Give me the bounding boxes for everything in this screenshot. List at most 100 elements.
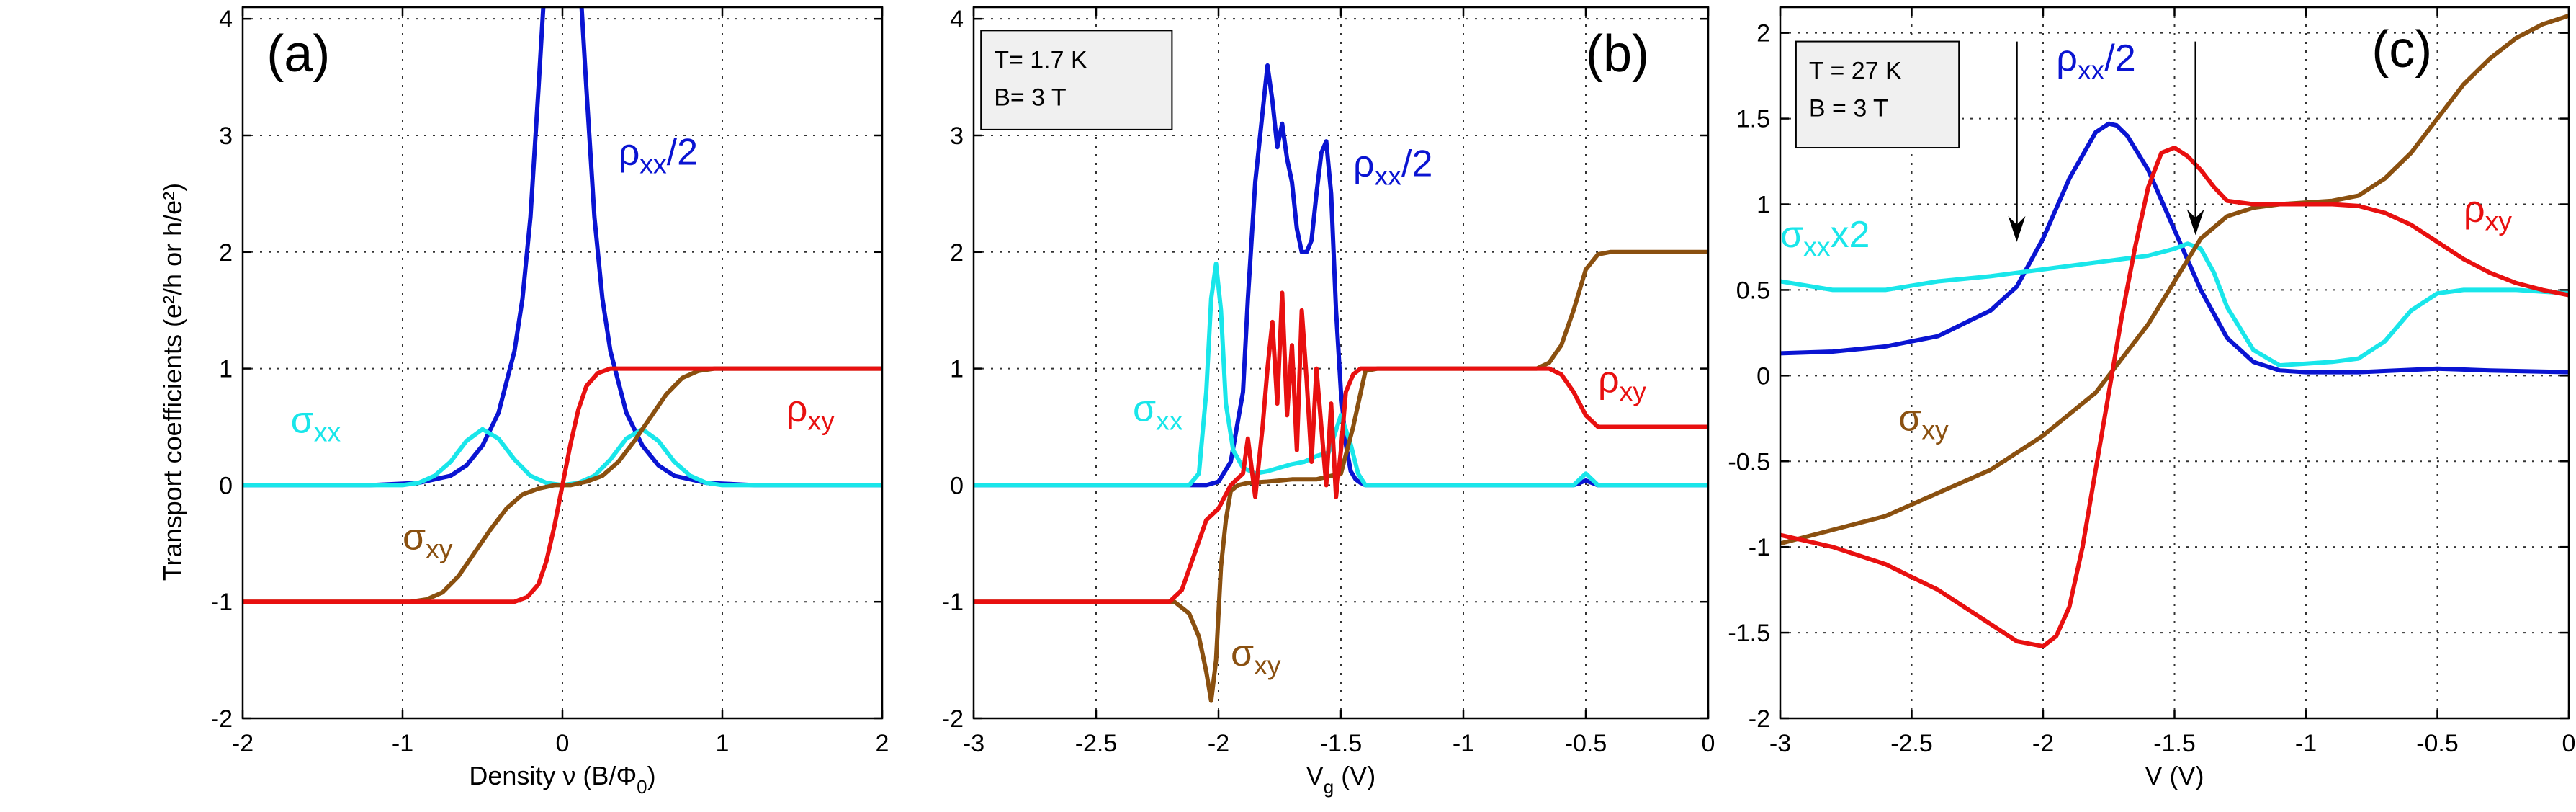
series-label-sigma_xy-sub: xy bbox=[1254, 650, 1281, 680]
y-tick-label: 0 bbox=[950, 472, 964, 499]
annotation-line: T = 27 K bbox=[1809, 58, 1902, 85]
x-tick-label: -1 bbox=[392, 730, 413, 757]
series-label-rho_xx/2-main: ρ bbox=[2056, 37, 2078, 79]
series-label-rho_xy: ρxy bbox=[1598, 359, 1646, 406]
y-tick-label: 0 bbox=[219, 472, 233, 499]
x-tick-label: 1 bbox=[716, 730, 730, 757]
series-label-sigma_xx: σxx bbox=[291, 400, 341, 447]
y-tick-label: -1 bbox=[942, 589, 964, 616]
series-line-rho_xx/2 bbox=[1780, 121, 2569, 375]
series-label-sigma_xy-main: σ bbox=[1898, 397, 1921, 439]
series-label-rho_xy: ρxy bbox=[2464, 188, 2512, 236]
x-tick-label: -2 bbox=[2032, 730, 2054, 757]
series-label-sigma_xy: σxy bbox=[403, 516, 453, 563]
y-axis-label: Transport coefficients (e²/h or h/e²) bbox=[158, 183, 187, 581]
annotation-line: T= 1.7 K bbox=[994, 46, 1087, 73]
series-label-sigma_xx-main: σ bbox=[291, 400, 314, 442]
y-tick-label: -2 bbox=[211, 705, 233, 733]
y-tick-label: 1.5 bbox=[1736, 106, 1770, 133]
axes-frame bbox=[972, 6, 1710, 720]
y-tick-label: 3 bbox=[950, 122, 964, 150]
series-label-sigma_xx-main: σ bbox=[1133, 388, 1156, 429]
x-axis-label-end: ) bbox=[647, 761, 656, 790]
series-label-sigma_xx: σxx bbox=[1133, 388, 1183, 435]
annotation-box bbox=[1795, 40, 1960, 149]
series-label-sigma_xy: σxy bbox=[1231, 633, 1281, 680]
x-axis-label-main: V (V) bbox=[2145, 761, 2204, 790]
series-label-rho_xx/2-main: ρ bbox=[619, 131, 640, 173]
y-tick-label: 1 bbox=[1756, 192, 1770, 219]
y-tick-label: 4 bbox=[219, 6, 233, 33]
x-tick-label: 0 bbox=[556, 730, 570, 757]
series-group bbox=[974, 63, 1708, 703]
series-label-rho_xy-sub: xy bbox=[2485, 205, 2513, 236]
y-tick-label: -0.5 bbox=[1728, 448, 1770, 476]
y-tick-label: 3 bbox=[219, 122, 233, 150]
series-label-rho_xx/2-end: /2 bbox=[667, 131, 698, 173]
series-line-rho_xy bbox=[243, 366, 882, 604]
arrow-head bbox=[2008, 215, 2026, 242]
y-tick-label: 2 bbox=[950, 239, 964, 267]
x-tick-label: -2 bbox=[1208, 730, 1229, 757]
series-label-sigma_xxx2-sub: xx bbox=[1803, 231, 1831, 262]
x-axis-label: Density ν (B/Φ0) bbox=[469, 761, 655, 798]
series-group bbox=[1780, 13, 2569, 649]
y-tick-label: 2 bbox=[219, 239, 233, 267]
series-label-rho_xx/2: ρxx/2 bbox=[2056, 37, 2135, 85]
x-tick-label: 0 bbox=[2562, 730, 2576, 757]
series-label-sigma_xy-sub: xy bbox=[1921, 414, 1949, 445]
series-label-sigma_xx-sub: xx bbox=[314, 417, 341, 447]
x-axis-label-main: Density ν (B/Φ bbox=[469, 761, 637, 790]
series-label-rho_xx/2-end: /2 bbox=[1401, 143, 1432, 185]
annotation-line: B = 3 T bbox=[1809, 95, 1888, 122]
x-axis-label-sub: g bbox=[1324, 777, 1334, 798]
series-label-sigma_xy-main: σ bbox=[1231, 633, 1254, 674]
y-tick-label: 2 bbox=[1756, 20, 1770, 48]
series-label-rho_xx/2-main: ρ bbox=[1353, 143, 1375, 185]
series-label-rho_xx/2-sub: xx bbox=[639, 148, 667, 179]
annotation-line: B= 3 T bbox=[994, 84, 1067, 111]
series-label-sigma_xxx2: σxxx2 bbox=[1780, 214, 1870, 262]
series-line-sigma_xy bbox=[974, 249, 1708, 703]
series-line-sigma_xx bbox=[974, 262, 1708, 488]
series-label-sigma_xy-sub: xy bbox=[426, 533, 453, 563]
y-tick-label: 1 bbox=[950, 356, 964, 383]
series-line-sigma_xxx2 bbox=[1780, 241, 2569, 368]
series-label-rho_xy-sub: xy bbox=[1620, 376, 1647, 406]
y-tick-label: 0 bbox=[1756, 362, 1770, 390]
x-tick-label: -1 bbox=[1453, 730, 1474, 757]
x-tick-label: -0.5 bbox=[2416, 730, 2459, 757]
panel-label: (c) bbox=[2371, 21, 2432, 79]
series-group bbox=[243, 7, 882, 604]
panel-b: -3 -2.5 -2 -1.5 -1 -0.5 0-2-101234ρxx/2σxxσxyρ… bbox=[942, 6, 1715, 798]
series-line-rho_xy bbox=[974, 290, 1708, 604]
series-label-rho_xy-main: ρ bbox=[2464, 188, 2485, 230]
x-axis-label-end: (V) bbox=[1334, 761, 1375, 790]
series-label-sigma_xxx2-end: x2 bbox=[1831, 214, 1870, 256]
series-label-rho_xx/2-sub: xx bbox=[1375, 161, 1402, 191]
series-label-rho_xx/2: ρxx/2 bbox=[619, 131, 698, 179]
x-tick-label: -1 bbox=[2295, 730, 2317, 757]
y-tick-label: -2 bbox=[1749, 705, 1770, 733]
series-label-rho_xx/2-end: /2 bbox=[2104, 37, 2135, 79]
y-tick-label: 4 bbox=[950, 6, 964, 33]
annotation-box bbox=[980, 30, 1173, 130]
x-tick-label: -2 bbox=[232, 730, 253, 757]
series-line-rho_xy bbox=[1780, 146, 2569, 649]
y-tick-label: 1 bbox=[219, 356, 233, 383]
x-tick-label: -0.5 bbox=[1565, 730, 1607, 757]
y-tick-label: -1.5 bbox=[1728, 620, 1770, 647]
panel-c: -3 -2.5 -2 -1.5 -1 -0.5 0 -2 -1.5 -1 -0.5 0 0.5 1 1.5 2… bbox=[1728, 6, 2576, 790]
x-axis-label-sub: 0 bbox=[637, 777, 647, 798]
y-tick-label: -1 bbox=[211, 589, 233, 616]
x-tick-label: -2.5 bbox=[1890, 730, 1933, 757]
x-axis-label: Vg (V) bbox=[1306, 761, 1375, 798]
x-tick-label: 2 bbox=[876, 730, 889, 757]
x-tick-label: -1.5 bbox=[2153, 730, 2196, 757]
x-tick-label: 0 bbox=[1702, 730, 1715, 757]
y-tick-label: -1 bbox=[1749, 534, 1770, 561]
y-tick-label: 0.5 bbox=[1736, 277, 1770, 304]
x-tick-label: -1.5 bbox=[1320, 730, 1363, 757]
series-label-rho_xy: ρxy bbox=[786, 388, 835, 435]
